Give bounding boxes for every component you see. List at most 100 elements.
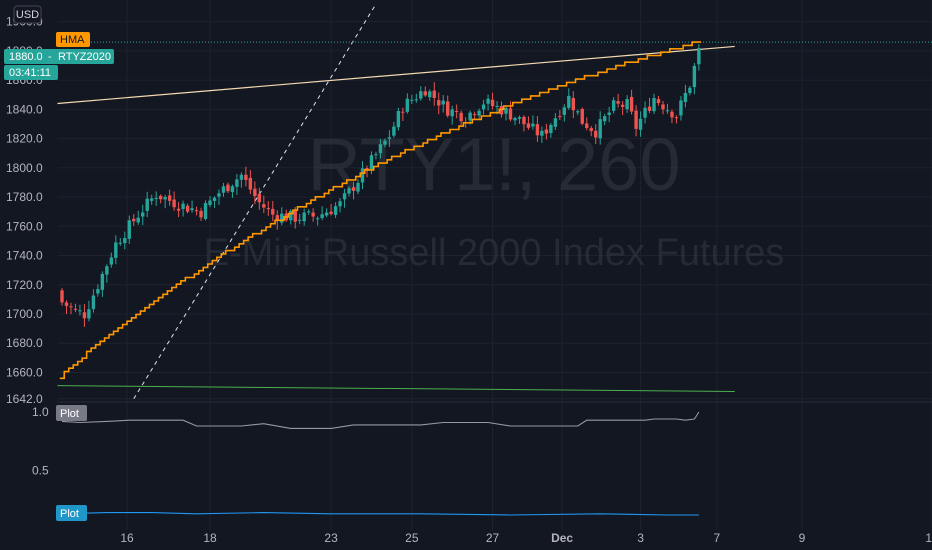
plot-line-gray[interactable]	[61, 411, 700, 429]
price-axis[interactable]: 1900.01880.01860.01840.01820.01800.01780…	[6, 15, 43, 406]
candle-body	[459, 112, 463, 122]
price-tick-label: 1840.0	[6, 102, 43, 116]
candle-body	[320, 214, 324, 219]
candle-body	[132, 218, 136, 222]
candle-body	[302, 212, 306, 222]
candle-body	[410, 99, 414, 101]
price-tick-label: 1660.0	[6, 365, 43, 379]
candle-body	[105, 266, 109, 275]
candle-body	[118, 242, 123, 244]
candle-body	[643, 107, 647, 118]
candle-body	[396, 111, 401, 128]
candle-body	[508, 108, 513, 120]
price-tick-label: 1740.0	[6, 249, 43, 263]
last-price-tag[interactable]: 1880.0 - RTYZ2020	[4, 49, 114, 64]
candle-body	[167, 195, 172, 201]
currency-badge[interactable]: USD	[13, 5, 42, 24]
candle-body	[127, 220, 131, 239]
candle-body	[481, 104, 486, 110]
candle-body	[109, 257, 114, 265]
candle-body	[441, 100, 445, 105]
candles	[60, 43, 701, 327]
support-line[interactable]	[57, 385, 735, 392]
plot-axis[interactable]: 1.0 0.5	[32, 405, 49, 478]
candle-body	[674, 117, 679, 119]
plot-tag-gray-box	[56, 405, 87, 421]
plot-line-blue[interactable]	[61, 512, 699, 516]
trend-line[interactable]	[57, 45, 735, 105]
plot-tag-blue-label: Plot	[60, 508, 79, 520]
plot-tag-gray-label: Plot	[60, 408, 79, 420]
candle-body	[181, 203, 185, 209]
candle-body	[383, 140, 387, 145]
price-tick-label: 1720.0	[6, 278, 43, 292]
candle-body	[306, 211, 311, 213]
candle-body	[688, 87, 692, 94]
candle-body	[203, 203, 208, 219]
plot-lines	[61, 411, 700, 516]
candle-body	[607, 112, 611, 116]
candle-body	[333, 206, 338, 215]
plot-tag-blue-box	[56, 505, 87, 521]
candle-body	[378, 144, 383, 154]
candle-body	[428, 91, 432, 98]
candle-body	[513, 117, 517, 121]
candle-body	[338, 201, 342, 207]
candle-body	[611, 100, 616, 111]
candle-body	[594, 130, 598, 138]
candle-body	[423, 91, 427, 96]
currency-badge-box	[13, 5, 42, 24]
candle-body	[158, 195, 163, 200]
candle-body	[78, 310, 82, 312]
countdown-tag[interactable]: 03:41:11	[4, 65, 58, 80]
candle-body	[190, 208, 194, 211]
candle-body	[185, 205, 190, 212]
candle-body	[490, 99, 495, 107]
price-tick-label: 1820.0	[6, 132, 43, 146]
candle-body	[369, 155, 374, 171]
time-tick-label: 18	[203, 531, 217, 545]
dashed-projection[interactable]	[133, 3, 377, 400]
plot-tick-label: 1.0	[32, 405, 49, 419]
price-tick-label: 1700.0	[6, 307, 43, 321]
plot-tag-blue[interactable]: Plot	[56, 505, 87, 521]
hma-step-path[interactable]	[59, 41, 702, 380]
candle-body	[401, 111, 405, 113]
hma-tag[interactable]: HMA	[56, 32, 90, 47]
candle-body	[239, 174, 244, 180]
candle-body	[217, 193, 221, 197]
candle-body	[549, 125, 553, 134]
candle-body	[665, 110, 670, 112]
watermark: RTY1!, 260 E-Mini Russell 2000 Index Fut…	[204, 123, 785, 274]
time-tick-label: 14	[925, 531, 932, 545]
price-tick-label: 1800.0	[6, 161, 43, 175]
candle-body	[517, 117, 522, 119]
candle-body	[226, 184, 230, 192]
time-axis[interactable]: 16 18 23 25 27 Dec 3 7 9 14	[120, 531, 932, 545]
candle-body	[253, 188, 257, 196]
time-tick-label: 7	[713, 531, 720, 545]
candle-body	[616, 101, 620, 104]
candle-body	[392, 126, 396, 136]
candle-body	[522, 116, 526, 125]
candle-body	[540, 130, 544, 136]
currency-label: USD	[16, 9, 39, 21]
candle-body	[91, 295, 96, 310]
hma-line	[59, 41, 702, 380]
price-tick-label: 1780.0	[6, 190, 43, 204]
candle-body	[374, 154, 378, 156]
candle-body	[150, 198, 154, 201]
candle-body	[257, 193, 262, 203]
candle-body	[405, 98, 410, 112]
plot-tag-gray[interactable]: Plot	[56, 405, 87, 421]
candle-body	[472, 114, 477, 116]
last-price-symbol: RTYZ2020	[58, 51, 111, 63]
candle-body	[262, 204, 266, 208]
candle-body	[697, 48, 701, 65]
candle-body	[562, 107, 567, 115]
candle-body	[360, 168, 365, 183]
time-tick-label: 3	[637, 531, 644, 545]
